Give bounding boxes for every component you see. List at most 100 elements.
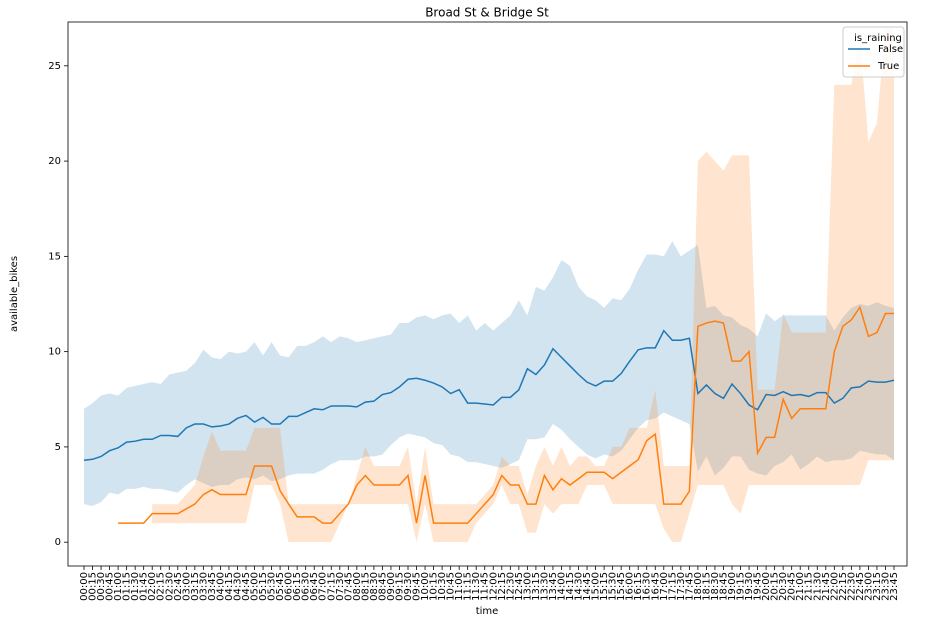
x-tick-label: 01:00	[113, 572, 124, 601]
x-tick-label: 11:00	[454, 572, 465, 601]
x-tick-label: 17:30	[676, 572, 687, 601]
y-tick-label: 0	[55, 537, 61, 548]
x-tick-label: 15:15	[599, 572, 610, 601]
x-tick-label: 20:00	[761, 572, 772, 601]
axes-frame	[67, 21, 908, 567]
x-tick-label: 16:00	[625, 572, 636, 601]
x-tick-label: 18:45	[718, 572, 729, 601]
x-tick-label: 09:00	[386, 572, 397, 601]
x-tick-label: 19:00	[727, 572, 738, 601]
x-tick-label: 04:30	[232, 572, 243, 601]
x-tick-label: 23:15	[872, 572, 883, 601]
x-tick-label: 13:15	[531, 572, 542, 601]
x-tick-label: 04:00	[215, 572, 226, 601]
x-tick-label: 08:15	[360, 572, 371, 601]
chart-title: Broad St & Bridge St	[425, 6, 549, 20]
x-tick-label: 09:15	[394, 572, 405, 601]
x-tick-label: 00:30	[96, 572, 107, 601]
x-tick-label: 11:15	[463, 572, 474, 601]
x-tick-label: 14:45	[582, 572, 593, 601]
x-tick-label: 00:45	[105, 572, 116, 601]
x-tick-label: 06:30	[301, 572, 312, 601]
legend-label: False	[878, 44, 903, 55]
legend-box	[842, 26, 905, 78]
y-axis-label: available_bikes	[9, 256, 20, 332]
x-tick-label: 07:45	[343, 572, 354, 601]
y-tick-label: 10	[48, 347, 61, 358]
x-tick-label: 20:45	[787, 572, 798, 601]
x-tick-label: 22:15	[838, 572, 849, 601]
y-tick-label: 5	[55, 442, 61, 453]
confidence-band	[84, 241, 894, 506]
x-tick-label: 22:30	[846, 572, 857, 601]
x-tick-label: 12:00	[488, 572, 499, 601]
x-tick-label: 04:15	[224, 572, 235, 601]
legend: is_raining False True	[842, 26, 905, 78]
x-tick-label: 00:00	[79, 572, 90, 601]
x-tick-label: 13:45	[548, 572, 559, 601]
x-tick-label: 10:15	[429, 572, 440, 601]
y-tick-label: 20	[48, 156, 61, 167]
x-tick-label: 06:15	[292, 572, 303, 601]
x-tick-label: 08:00	[352, 572, 363, 601]
x-tick-label: 12:45	[514, 572, 525, 601]
x-tick-label: 16:15	[633, 572, 644, 601]
x-tick-label: 02:45	[173, 572, 184, 601]
y-tick-label: 15	[48, 251, 61, 262]
x-axis-label: time	[476, 606, 499, 617]
x-tick-label: 01:15	[122, 572, 133, 601]
x-tick-label: 20:30	[778, 572, 789, 601]
x-tick-label: 02:30	[164, 572, 175, 601]
x-tick-label: 23:30	[880, 572, 891, 601]
x-tick-label: 16:45	[650, 572, 661, 601]
x-tick-label: 19:45	[753, 572, 764, 601]
x-tick-label: 07:30	[335, 572, 346, 601]
x-tick-label: 05:45	[275, 572, 286, 601]
x-tick-label: 03:45	[207, 572, 218, 601]
x-tick-label: 03:15	[190, 572, 201, 601]
x-tick-label: 23:45	[889, 572, 900, 601]
x-tick-label: 10:45	[446, 572, 457, 601]
legend-title: is_raining	[854, 33, 902, 44]
x-tick-label: 21:30	[812, 572, 823, 601]
x-tick-label: 02:00	[147, 572, 158, 601]
x-tick-label: 19:30	[744, 572, 755, 601]
x-tick-label: 03:00	[181, 572, 192, 601]
x-tick-label: 10:30	[437, 572, 448, 601]
x-tick-label: 07:15	[326, 572, 337, 601]
x-tick-label: 18:30	[710, 572, 721, 601]
legend-label: True	[877, 61, 899, 72]
x-tick-label: 15:30	[608, 572, 619, 601]
x-tick-label: 17:00	[659, 572, 670, 601]
x-tick-label: 18:00	[693, 572, 704, 601]
y-tick-label: 25	[48, 61, 61, 72]
x-tick-label: 22:45	[855, 572, 866, 601]
x-tick-label: 05:30	[267, 572, 278, 601]
x-tick-label: 12:15	[497, 572, 508, 601]
x-tick-label: 00:15	[88, 572, 99, 601]
x-tick-label: 08:45	[377, 572, 388, 601]
x-tick-label: 09:45	[412, 572, 423, 601]
x-tick-label: 01:45	[139, 572, 150, 601]
x-tick-label: 15:45	[616, 572, 627, 601]
x-tick-label: 10:00	[420, 572, 431, 601]
x-tick-label: 11:45	[480, 572, 491, 601]
x-tick-label: 06:00	[284, 572, 295, 601]
x-tick-label: 17:15	[667, 572, 678, 601]
x-tick-label: 13:30	[539, 572, 550, 601]
x-tick-label: 17:45	[684, 572, 695, 601]
x-tick-label: 03:30	[198, 572, 209, 601]
x-tick-label: 06:45	[309, 572, 320, 601]
plot-area	[83, 27, 895, 543]
x-tick-label: 08:30	[369, 572, 380, 601]
x-tick-label: 05:00	[250, 572, 261, 601]
x-tick-label: 14:15	[565, 572, 576, 601]
x-tick-label: 15:00	[591, 572, 602, 601]
series-line	[83, 329, 895, 461]
series-line	[118, 305, 894, 524]
x-tick-label: 02:15	[156, 572, 167, 601]
x-tick-label: 13:00	[522, 572, 533, 601]
x-tick-label: 21:15	[804, 572, 815, 601]
x-tick-label: 22:00	[829, 572, 840, 601]
